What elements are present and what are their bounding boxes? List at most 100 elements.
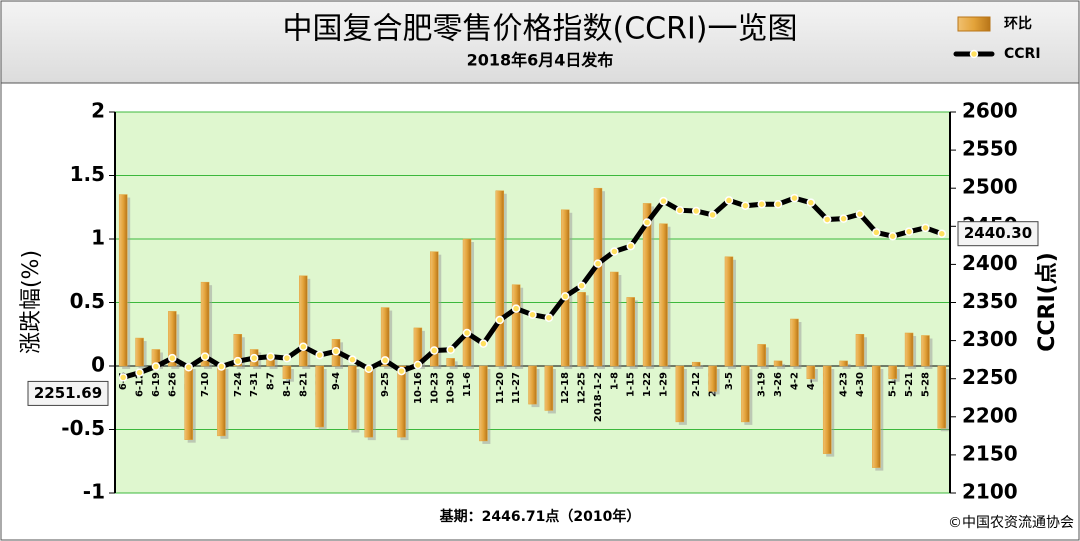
marker (626, 241, 635, 251)
bar (790, 318, 799, 367)
marker (642, 218, 652, 227)
bar (626, 297, 635, 367)
legend-swatch (957, 16, 991, 32)
x-tick-label: 12-18 (560, 372, 571, 404)
y-tick-label: 1 (91, 226, 105, 250)
y2-tick-label: 2100 (962, 480, 1018, 504)
bar (691, 361, 701, 367)
marker (904, 227, 914, 236)
x-tick-label: 4-23 (839, 372, 850, 397)
x-tick-label: 1-15 (626, 372, 637, 397)
bar (135, 337, 144, 367)
x-tick-label: 2-12 (691, 372, 702, 397)
marker (872, 228, 881, 237)
marker (430, 346, 439, 355)
bar (184, 365, 193, 440)
x-tick-label: 3-26 (773, 372, 784, 397)
marker (560, 292, 570, 301)
marker (921, 223, 930, 233)
bar-shadow (842, 363, 851, 369)
bar (462, 238, 472, 367)
x-tick-label: 6-12 (135, 372, 146, 397)
marker (577, 281, 586, 290)
marker (446, 345, 455, 354)
bar (888, 365, 897, 379)
bar (348, 365, 357, 430)
x-tick-label: 1-22 (642, 372, 653, 397)
bar (528, 365, 537, 405)
y-tick-label: -1 (83, 480, 105, 504)
bar (904, 332, 914, 367)
marker (790, 193, 799, 203)
y-tick-label: 0.5 (70, 289, 105, 313)
x-tick-label: 7-10 (200, 372, 211, 397)
bar (741, 365, 750, 423)
marker (741, 201, 750, 210)
bar (315, 365, 324, 428)
x-tick-label: 8-14 (282, 372, 293, 397)
bar (200, 281, 210, 367)
x-tick-label: 7-24 (233, 372, 244, 397)
x-tick-label: 9-4 (331, 372, 342, 390)
legend-label: 环比 (1004, 15, 1032, 32)
bar (479, 365, 488, 442)
y2-tick-label: 2200 (962, 403, 1018, 427)
marker (168, 353, 177, 363)
x-tick-label: 10-23 (429, 372, 440, 404)
marker (855, 209, 865, 219)
marker (397, 366, 406, 376)
bar (233, 334, 243, 367)
x-tick-label: 8-7 (266, 372, 277, 390)
y-tick-label: 1.5 (70, 162, 105, 186)
bar (446, 358, 455, 367)
bar (822, 365, 832, 454)
bar (544, 365, 554, 411)
bar (593, 187, 603, 367)
y2-tick-label: 2150 (962, 441, 1018, 465)
marker (708, 210, 717, 220)
marker (217, 362, 226, 371)
bar-shadow (695, 365, 704, 369)
marker (839, 214, 848, 223)
x-tick-label: 7-31 (249, 372, 260, 397)
x-tick-label: 3-5 (724, 372, 735, 390)
marker (479, 339, 488, 348)
marker (135, 368, 144, 377)
marker (249, 353, 259, 363)
y2-tick-label: 2400 (962, 251, 1018, 275)
bar (872, 365, 881, 468)
x-tick-label: 11-20 (495, 372, 506, 404)
credit: ©中国农资流通协会 (948, 515, 1074, 531)
bar (675, 365, 685, 423)
x-tick-label: 1-29 (658, 372, 669, 397)
x-tick-label: 10-30 (446, 372, 457, 404)
value-label-box (957, 221, 1039, 247)
x-tick-label: 5-21 (904, 372, 915, 397)
marker (233, 356, 243, 366)
bar (724, 256, 734, 367)
marker (773, 199, 783, 209)
marker (544, 313, 554, 322)
value-label: 2251.69 (34, 384, 102, 402)
bar (839, 360, 848, 367)
x-tick-label: 4-30 (855, 372, 866, 397)
marker (822, 215, 832, 224)
marker (151, 362, 161, 371)
y2-label: CCRI(点) (1034, 252, 1060, 352)
x-tick-label: 10-16 (413, 372, 424, 404)
bar (299, 275, 308, 367)
marker (315, 350, 324, 360)
bar (659, 223, 668, 367)
marker (528, 310, 537, 319)
x-tick-label: 2018-1-2 (593, 372, 604, 422)
bar (511, 284, 521, 367)
marker (380, 356, 390, 365)
bar (937, 365, 947, 429)
x-tick-label: 3-19 (757, 372, 768, 397)
x-tick-label: 5-28 (920, 372, 931, 397)
bar (708, 365, 717, 392)
x-tick-label: 8-21 (298, 372, 309, 397)
y2-tick-label: 2300 (962, 327, 1018, 351)
bar (757, 344, 766, 367)
